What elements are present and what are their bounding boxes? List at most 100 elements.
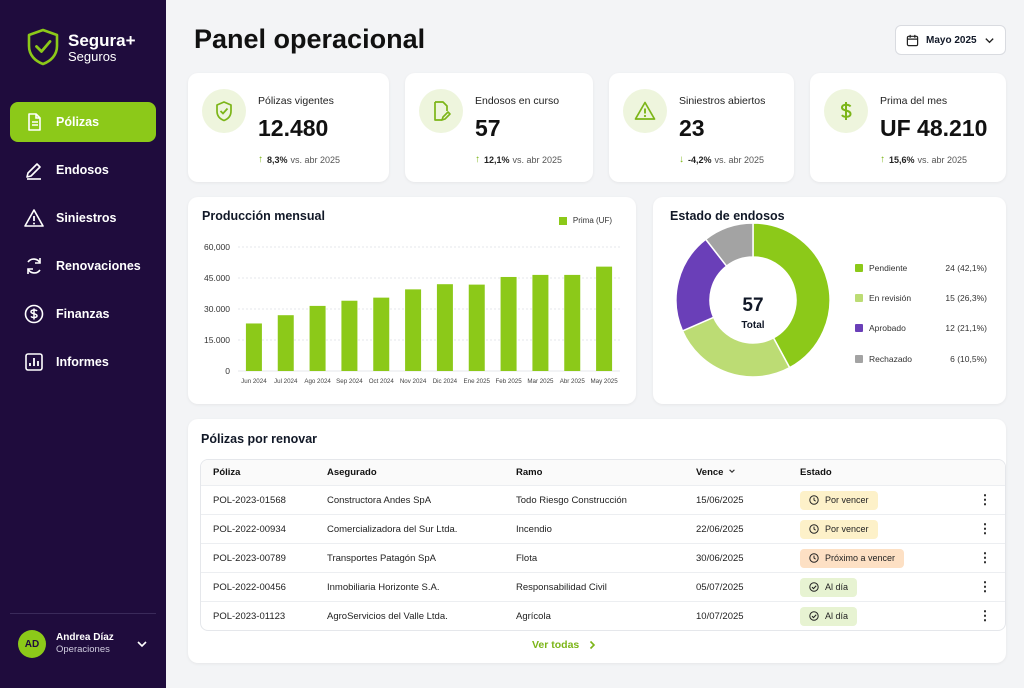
page-title: Panel operacional [194, 24, 426, 54]
legend-pendiente: Pendiente 24 (42,1%) [855, 263, 987, 273]
alert-icon [623, 89, 667, 133]
bar[interactable] [500, 276, 517, 371]
period-select[interactable]: Mayo 2025 [895, 25, 1006, 55]
table-row[interactable]: POL-2023-00789 Transportes Patagón SpA Flo… [201, 543, 1005, 572]
pen-icon [26, 163, 41, 180]
y-tick-label: 30.000 [204, 304, 230, 314]
bar[interactable] [564, 274, 581, 371]
row-menu-button[interactable]: ⋮ [978, 579, 992, 594]
donut-title: Estado de endosos [670, 209, 785, 223]
table-row[interactable]: POL-2023-01568 Constructora Andes SpA Todo… [201, 485, 1005, 514]
clock-icon [809, 524, 819, 534]
bar[interactable] [405, 289, 422, 371]
sidebar-item-informes[interactable]: Informes [10, 342, 156, 382]
legend-swatch [855, 264, 863, 272]
bar[interactable] [532, 274, 549, 371]
user-menu[interactable]: AD Andrea Díaz Operaciones [10, 613, 156, 658]
kpi-card-polizas[interactable]: Pólizas vigentes 12.480 ↑ 8,3% vs. abr 202… [188, 73, 389, 182]
shield-logo-icon [27, 28, 59, 66]
cell-policy: POL-2023-01568 [213, 494, 286, 506]
legend-swatch [855, 355, 863, 363]
kpi-card-endosos[interactable]: Endosos en curso 57 ↑ 12,1% vs. abr 2025 [405, 73, 593, 182]
check-circle-icon [809, 611, 819, 621]
row-menu-button[interactable]: ⋮ [978, 492, 992, 507]
row-menu-button[interactable]: ⋮ [978, 521, 992, 536]
kpi-value: 23 [679, 115, 705, 141]
donut-slice[interactable] [704, 222, 754, 268]
clock-icon [809, 495, 819, 505]
view-all-link[interactable]: Ver todas [532, 639, 597, 651]
sidebar-nav: Pólizas Endosos Siniestros Renovaciones … [10, 102, 156, 390]
bar[interactable] [468, 284, 485, 371]
renewals-table: Póliza Asegurado Ramo Vence Estado POL-2… [200, 459, 1006, 631]
kpi-compare: vs. abr 2025 [917, 154, 968, 165]
donut-slice[interactable] [752, 222, 831, 369]
cell-branch: Incendio [516, 523, 552, 535]
shield-check-icon [202, 89, 246, 133]
brand-logo[interactable]: Segura+ Seguros [26, 28, 136, 66]
kpi-compare: vs. abr 2025 [290, 154, 341, 165]
column-header[interactable]: Estado [800, 467, 832, 478]
cell-due-date: 10/07/2025 [696, 610, 744, 622]
column-header[interactable]: Asegurado [327, 467, 377, 478]
kpi-card-prima[interactable]: Prima del mes UF 48.210 ↑ 15,6% vs. abr 20… [810, 73, 1006, 182]
endorsement-status-card: Estado de endosos 57 Total Pendiente 24 (… [653, 197, 1006, 404]
sidebar-item-polizas[interactable]: Pólizas [10, 102, 156, 142]
legend-swatch [855, 324, 863, 332]
bar[interactable] [309, 305, 326, 371]
table-row[interactable]: POL-2022-00456 Inmobiliaria Horizonte S.A… [201, 572, 1005, 601]
bar[interactable] [277, 315, 294, 371]
kpi-value: UF 48.210 [880, 115, 988, 141]
kpi-trend-value: 8,3% [267, 154, 288, 165]
bar[interactable] [373, 297, 390, 371]
bar[interactable] [245, 323, 262, 371]
sidebar-item-label: Endosos [56, 163, 109, 177]
cell-insured: AgroServicios del Valle Ltda. [327, 610, 448, 622]
column-header[interactable]: Ramo [516, 467, 543, 478]
cell-insured: Transportes Patagón SpA [327, 552, 436, 564]
refresh-icon [27, 258, 41, 274]
dollar-icon [24, 304, 44, 324]
status-label: Por vencer [825, 524, 869, 534]
legend-swatch [558, 216, 567, 225]
status-label: Por vencer [825, 495, 869, 505]
report-icon [25, 353, 43, 371]
row-menu-button[interactable]: ⋮ [978, 608, 992, 623]
kpi-value: 12.480 [258, 115, 329, 141]
row-menu-button[interactable]: ⋮ [978, 550, 992, 565]
kpi-compare: vs. abr 2025 [512, 154, 563, 165]
sidebar-item-renovaciones[interactable]: Renovaciones [10, 246, 156, 286]
table-row[interactable]: POL-2022-00934 Comercializadora del Sur L… [201, 514, 1005, 543]
kpi-label: Prima del mes [880, 95, 948, 107]
warning-icon [24, 209, 44, 227]
sidebar-item-endosos[interactable]: Endosos [10, 150, 156, 190]
bar[interactable] [436, 284, 453, 371]
bar[interactable] [341, 300, 358, 371]
sidebar-item-finanzas[interactable]: Finanzas [10, 294, 156, 334]
chevron-down-icon [985, 37, 994, 43]
endorsement-donut-chart [675, 222, 831, 378]
legend-en-revision: En revisión 15 (26,3%) [855, 293, 987, 303]
bar[interactable] [596, 266, 613, 371]
column-header[interactable]: Póliza [213, 467, 241, 478]
chevron-down-icon[interactable] [136, 638, 148, 650]
x-tick-label: Jul 2024 [274, 378, 298, 385]
legend-rechazado: Rechazado 6 (10,5%) [855, 354, 987, 364]
y-tick-label: 60,000 [204, 242, 230, 252]
chevron-right-icon [590, 640, 596, 650]
y-tick-label: 45.000 [204, 273, 230, 283]
document-edit-icon [419, 89, 463, 133]
x-tick-label: Ene 2025 [464, 378, 491, 385]
arrow-down-icon: ↓ [679, 154, 684, 165]
cell-policy: POL-2022-00934 [213, 523, 286, 535]
kpi-trend-value: -4,2% [688, 154, 712, 165]
production-chart-card: Producción mensual Prima (UF) 0 15.000 30.… [188, 197, 636, 404]
column-header-sort[interactable]: Vence [696, 467, 800, 478]
table-body: POL-2023-01568 Constructora Andes SpA Todo… [201, 485, 1005, 630]
kpi-card-siniestros[interactable]: Siniestros abiertos 23 ↓ -4,2% vs. abr 202… [609, 73, 794, 182]
legend-label: En revisión [869, 293, 912, 303]
sidebar-item-siniestros[interactable]: Siniestros [10, 198, 156, 238]
table-row[interactable]: POL-2023-01123 AgroServicios del Valle Lt… [201, 601, 1005, 630]
kpi-trend: ↑ 12,1% vs. abr 2025 [475, 154, 562, 165]
legend-value: 6 (10,5%) [950, 354, 987, 364]
